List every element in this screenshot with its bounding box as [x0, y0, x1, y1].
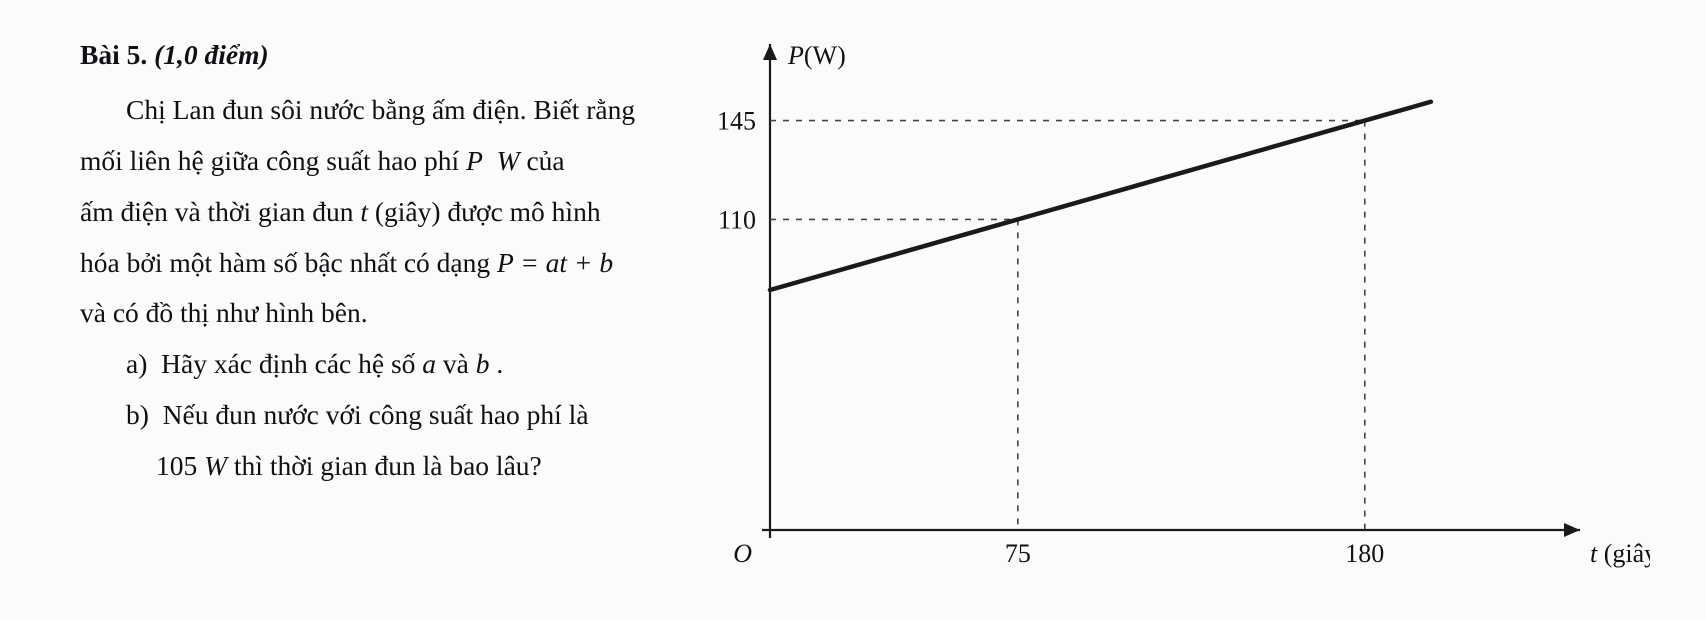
line-chart: 110 145 75 180 O P(W) t (giây) — [690, 30, 1650, 590]
svg-text:110: 110 — [718, 205, 756, 234]
body-line-3: ấm điện và thời gian đun t (giây) được m… — [80, 187, 670, 238]
svg-text:t (giây): t (giây) — [1590, 539, 1650, 568]
svg-text:145: 145 — [717, 107, 756, 136]
item-a: a) Hãy xác định các hệ số a và b . — [126, 339, 670, 390]
sub-items: a) Hãy xác định các hệ số a và b . b) Nế… — [80, 339, 670, 492]
body-line-1: Chị Lan đun sôi nước bằng ấm điện. Biết … — [80, 85, 670, 136]
problem-heading: Bài 5. (1,0 điểm) — [80, 30, 670, 81]
item-b-line1: b) Nếu đun nước với công suất hao phí là — [126, 390, 670, 441]
heading-prefix: Bài 5. — [80, 39, 147, 70]
problem-text: Bài 5. (1,0 điểm) Chị Lan đun sôi nước b… — [80, 30, 690, 590]
heading-points: (1,0 điểm) — [154, 39, 269, 70]
svg-text:P(W): P(W) — [787, 41, 846, 70]
body-line-5: và có đồ thị như hình bên. — [80, 288, 670, 339]
body-line-2: mối liên hệ giữa công suất hao phí P W c… — [80, 136, 670, 187]
svg-text:O: O — [733, 539, 752, 568]
item-b-line2: 105 W thì thời gian đun là bao lâu? — [126, 441, 670, 492]
body-line-4: hóa bởi một hàm số bậc nhất có dạng P = … — [80, 238, 670, 289]
svg-text:75: 75 — [1005, 539, 1031, 568]
svg-text:180: 180 — [1345, 539, 1384, 568]
chart-area: 110 145 75 180 O P(W) t (giây) — [690, 30, 1666, 590]
